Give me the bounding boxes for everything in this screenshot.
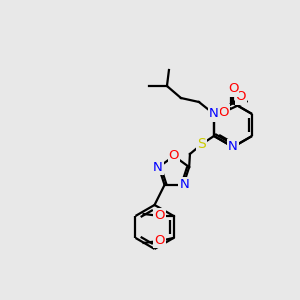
Text: S: S xyxy=(198,137,206,151)
Text: O: O xyxy=(228,82,238,95)
Text: N: N xyxy=(153,160,163,174)
Text: O: O xyxy=(154,209,165,222)
Text: O: O xyxy=(169,149,179,163)
Text: N: N xyxy=(228,140,238,154)
Text: O: O xyxy=(154,234,165,248)
Text: N: N xyxy=(179,178,189,191)
Text: O: O xyxy=(236,91,246,103)
Text: O: O xyxy=(219,106,229,118)
Text: N: N xyxy=(209,107,219,121)
